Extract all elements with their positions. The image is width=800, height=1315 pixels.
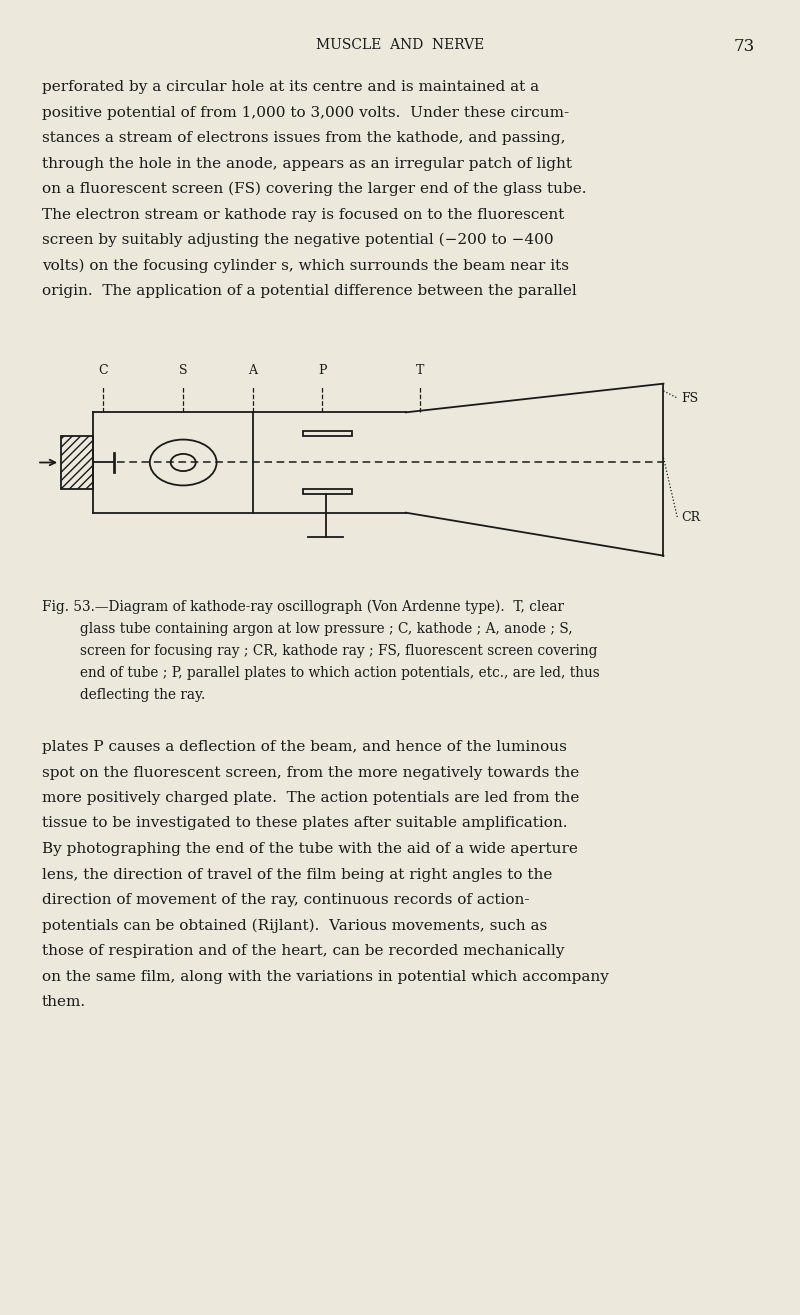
Text: potentials can be obtained (Rijlant).  Various movements, such as: potentials can be obtained (Rijlant). Va… bbox=[42, 918, 547, 932]
Text: S: S bbox=[179, 363, 187, 376]
Text: Fig. 53.—Diagram of kathode-ray oscillograph (Von Ardenne type).  T, clear: Fig. 53.—Diagram of kathode-ray oscillog… bbox=[42, 600, 564, 614]
Text: tissue to be investigated to these plates after suitable amplification.: tissue to be investigated to these plate… bbox=[42, 817, 567, 831]
Text: CR: CR bbox=[681, 512, 700, 523]
Text: The electron stream or kathode ray is focused on to the fluorescent: The electron stream or kathode ray is fo… bbox=[42, 208, 564, 221]
Text: end of tube ; P, parallel plates to which action potentials, etc., are led, thus: end of tube ; P, parallel plates to whic… bbox=[80, 665, 600, 680]
Text: lens, the direction of travel of the film being at right angles to the: lens, the direction of travel of the fil… bbox=[42, 868, 552, 881]
Text: direction of movement of the ray, continuous records of action-: direction of movement of the ray, contin… bbox=[42, 893, 530, 907]
Text: FS: FS bbox=[681, 392, 698, 405]
Text: spot on the fluorescent screen, from the more negatively towards the: spot on the fluorescent screen, from the… bbox=[42, 765, 579, 780]
Circle shape bbox=[150, 439, 217, 485]
Text: glass tube containing argon at low pressure ; C, kathode ; A, anode ; S,: glass tube containing argon at low press… bbox=[80, 622, 573, 636]
Text: 73: 73 bbox=[734, 38, 755, 55]
Text: P: P bbox=[318, 363, 326, 376]
Text: on the same film, along with the variations in potential which accompany: on the same film, along with the variati… bbox=[42, 969, 609, 984]
Text: volts) on the focusing cylinder s, which surrounds the beam near its: volts) on the focusing cylinder s, which… bbox=[42, 259, 569, 274]
Text: By photographing the end of the tube with the aid of a wide aperture: By photographing the end of the tube wit… bbox=[42, 842, 578, 856]
Text: positive potential of from 1,000 to 3,000 volts.  Under these circum-: positive potential of from 1,000 to 3,00… bbox=[42, 105, 569, 120]
Text: plates P causes a deflection of the beam, and hence of the luminous: plates P causes a deflection of the beam… bbox=[42, 740, 567, 753]
Text: MUSCLE  AND  NERVE: MUSCLE AND NERVE bbox=[316, 38, 484, 53]
Text: those of respiration and of the heart, can be recorded mechanically: those of respiration and of the heart, c… bbox=[42, 944, 565, 959]
Text: screen for focusing ray ; CR, kathode ray ; FS, fluorescent screen covering: screen for focusing ray ; CR, kathode ra… bbox=[80, 644, 598, 658]
Text: on a fluorescent screen (FS) covering the larger end of the glass tube.: on a fluorescent screen (FS) covering th… bbox=[42, 181, 586, 196]
Text: T: T bbox=[416, 363, 424, 376]
Text: A: A bbox=[248, 363, 258, 376]
Text: through the hole in the anode, appears as an irregular patch of light: through the hole in the anode, appears a… bbox=[42, 156, 572, 171]
Text: them.: them. bbox=[42, 995, 86, 1009]
Text: origin.  The application of a potential difference between the parallel: origin. The application of a potential d… bbox=[42, 284, 577, 299]
Text: C: C bbox=[98, 363, 108, 376]
Text: perforated by a circular hole at its centre and is maintained at a: perforated by a circular hole at its cen… bbox=[42, 80, 539, 93]
Polygon shape bbox=[303, 489, 352, 493]
Circle shape bbox=[170, 454, 196, 471]
Text: screen by suitably adjusting the negative potential (−200 to −400: screen by suitably adjusting the negativ… bbox=[42, 233, 554, 247]
Text: more positively charged plate.  The action potentials are led from the: more positively charged plate. The actio… bbox=[42, 792, 579, 805]
Text: deflecting the ray.: deflecting the ray. bbox=[80, 688, 206, 702]
Text: stances a stream of electrons issues from the kathode, and passing,: stances a stream of electrons issues fro… bbox=[42, 132, 566, 145]
Bar bbox=[62, 437, 93, 489]
Polygon shape bbox=[303, 431, 352, 437]
